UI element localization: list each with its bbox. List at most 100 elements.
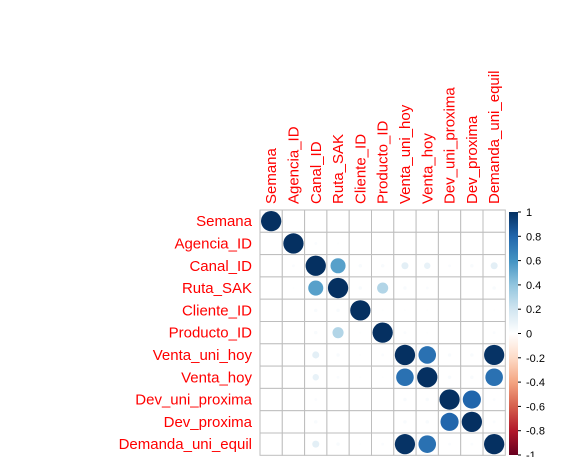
correlation-circle [492, 286, 496, 290]
matrix-cell [281, 365, 306, 389]
correlation-circle [381, 309, 384, 312]
matrix-cell [482, 209, 506, 233]
correlation-circle [314, 242, 318, 245]
matrix-cell [348, 231, 373, 256]
matrix-cell [437, 298, 462, 323]
matrix-cell [259, 432, 283, 456]
correlation-circle [377, 282, 389, 294]
color-legend-label: 0.8 [526, 231, 541, 243]
matrix-cell [259, 321, 283, 345]
matrix-cell [393, 231, 417, 256]
correlation-circle [425, 286, 429, 290]
correlation-circle [308, 280, 324, 296]
matrix-cell [371, 209, 395, 233]
row-labels: Semana Agencia_ID Canal_ID Ruta_SAK Cliente_… [119, 213, 253, 453]
correlation-circle [380, 263, 385, 268]
row-label: Cliente_ID [182, 302, 252, 319]
row-label: Demanda_uni_equil [119, 436, 252, 453]
color-legend-label: 0.6 [526, 256, 541, 268]
column-label: Dev_proxima [464, 115, 481, 204]
correlation-circle [403, 420, 407, 424]
correlation-circle [401, 262, 409, 270]
correlation-circle [492, 420, 496, 424]
correlation-circle [470, 263, 474, 268]
correlation-circle [381, 376, 384, 379]
color-legend-bar [509, 212, 518, 455]
column-label: Semana [263, 147, 280, 204]
correlation-circle [440, 412, 459, 431]
correlation-circle [359, 443, 362, 446]
correlation-circle [305, 255, 326, 276]
correlation-circle [424, 262, 431, 269]
matrix-cell [460, 276, 484, 300]
correlation-circle [332, 327, 344, 339]
correlation-circle [470, 442, 474, 446]
correlation-circle [312, 374, 319, 381]
correlation-circle [426, 331, 429, 334]
correlation-circle [485, 368, 503, 387]
correlation-circle [381, 442, 385, 446]
correlation-circle [359, 353, 362, 356]
correlation-circle [447, 353, 452, 357]
color-legend-label: -0.8 [526, 426, 545, 438]
matrix-cell [259, 387, 283, 412]
correlation-circle [493, 309, 496, 312]
correlation-circle [447, 375, 452, 380]
column-label: Venta_uni_hoy [397, 104, 414, 204]
matrix-cell [259, 410, 283, 434]
matrix-cell [415, 231, 439, 256]
correlation-circle [358, 263, 363, 268]
row-label: Dev_uni_proxima [135, 392, 252, 409]
matrix-cell [437, 276, 462, 300]
correlation-circle [336, 442, 340, 446]
correlation-circle [484, 434, 505, 455]
correlation-circle [394, 434, 416, 455]
color-legend-label: -0.2 [526, 353, 545, 365]
column-label: Dev_uni_proxima [442, 87, 459, 204]
correlation-circle [372, 322, 393, 343]
correlation-circle [426, 309, 429, 312]
row-label: Canal_ID [189, 258, 252, 275]
correlation-circle [313, 420, 318, 424]
matrix-cell [371, 410, 395, 434]
correlation-circle [313, 330, 318, 335]
correlation-circle [418, 346, 437, 364]
color-legend-label: -0.6 [526, 401, 545, 413]
matrix-cell [259, 231, 283, 256]
matrix-cell [281, 321, 306, 345]
correlation-circle [292, 287, 295, 290]
correlation-circle [448, 264, 451, 268]
matrix-cell [415, 209, 439, 233]
row-label: Agencia_ID [174, 235, 252, 252]
correlation-circle [403, 331, 407, 335]
correlation-circle [330, 258, 346, 274]
correlation-circle [381, 353, 385, 357]
correlation-circle [336, 308, 340, 313]
correlation-circle [359, 376, 362, 379]
column-label: Ruta_SAK [330, 134, 347, 204]
matrix-cell [437, 231, 462, 256]
column-labels: Semana Agencia_ID Canal_ID Ruta_SAK Cliente_… [263, 71, 503, 204]
correlation-circle [425, 397, 430, 402]
correlation-circle [327, 277, 349, 299]
matrix-cell [281, 343, 306, 367]
matrix-cell [281, 209, 306, 233]
matrix-cell [348, 410, 373, 434]
correlation-circle [337, 242, 340, 245]
matrix-cell [281, 410, 306, 434]
row-label: Venta_uni_hoy [153, 347, 253, 364]
matrix-cell [437, 209, 462, 233]
matrix-cell [259, 254, 283, 278]
row-label: Venta_hoy [181, 369, 252, 386]
correlation-circle [312, 440, 320, 448]
correlation-circle [283, 233, 304, 254]
correlation-circle [403, 309, 406, 312]
color-legend: 1 0.8 0.6 0.4 0.2 0 -0.2 -0.4 -0.6 -0.8 -1 [509, 207, 545, 457]
matrix-cell [460, 231, 484, 256]
matrix-cell [259, 365, 283, 389]
matrix-cell [460, 298, 484, 323]
color-legend-label: -0.4 [526, 377, 545, 389]
correlation-circle [396, 368, 414, 387]
correlation-circle [359, 331, 362, 334]
correlation-circle [418, 435, 437, 453]
